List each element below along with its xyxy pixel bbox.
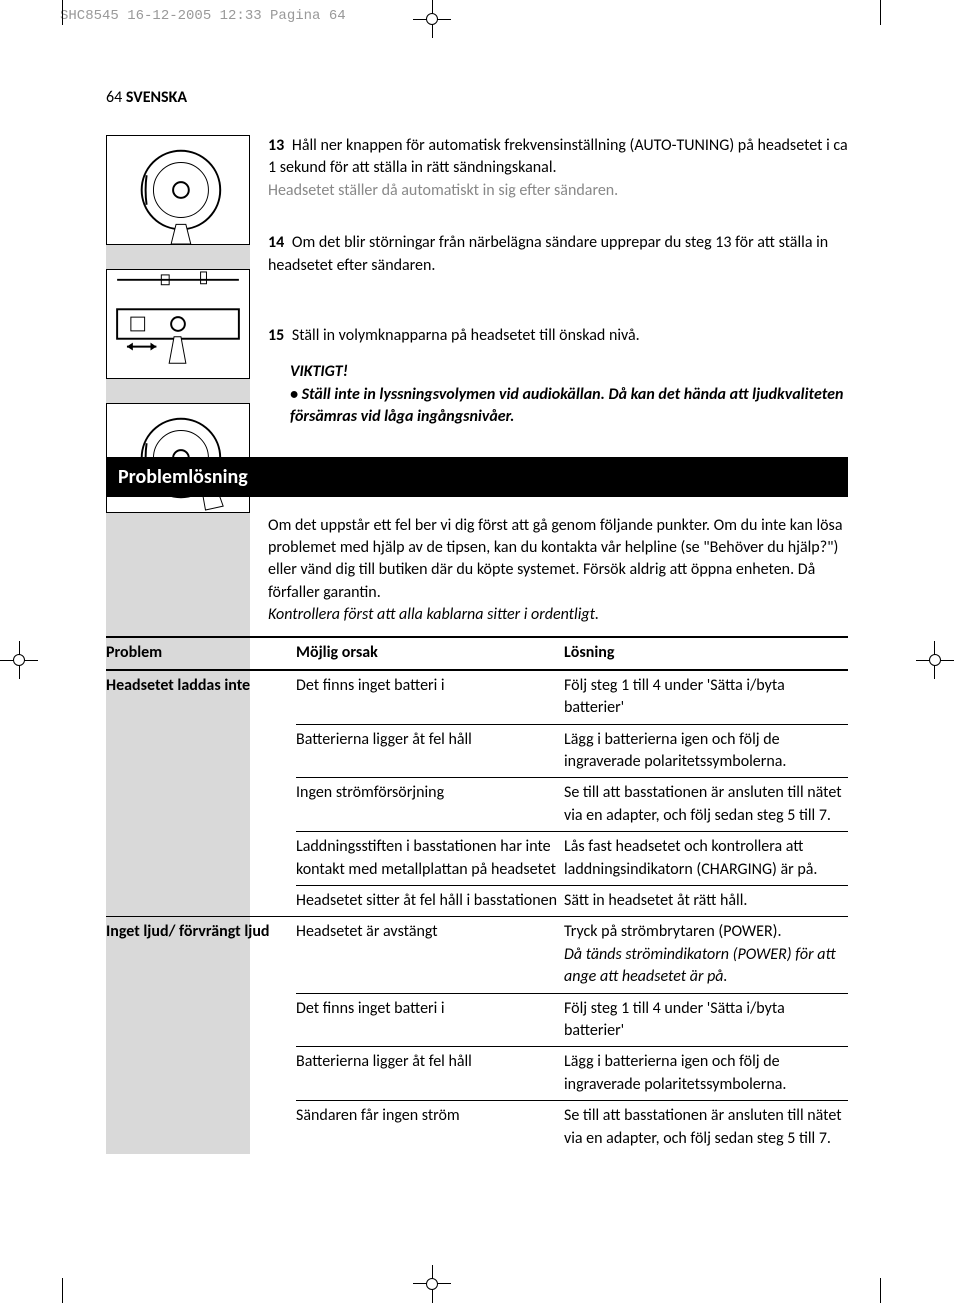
cause-cell: Det finns inget batteri i — [296, 993, 564, 1047]
step-13: 13 Håll ner knappen för automatisk frekv… — [268, 135, 848, 202]
important-label: VIKTIGT! — [290, 361, 848, 383]
solution-cell: Sätt in headsetet åt rätt håll. — [564, 885, 848, 916]
cause-cell: Det finns inget batteri i — [296, 671, 564, 724]
header-problem: Problem — [106, 638, 296, 668]
problem-cell: Headsetet laddas inte — [106, 671, 296, 724]
header-cause: Möjlig orsak — [296, 638, 564, 668]
solution-cell: Lås fast headsetet och kontrollera att l… — [564, 831, 848, 885]
cause-cell: Headsetet sitter åt fel håll i basstatio… — [296, 885, 564, 916]
table-row: Headsetet sitter åt fel håll i basstatio… — [106, 885, 848, 916]
page-body: 64 SVENSKA — [0, 0, 954, 1303]
important-text: • Ställ inte in lyssningsvolymen vid aud… — [290, 384, 848, 429]
main-column: 13 Håll ner knappen för automatisk frekv… — [268, 135, 848, 1154]
step-text: Om det blir störningar från närbelägna s… — [268, 233, 828, 274]
table-row: Laddningsstiften i basstationen har inte… — [106, 831, 848, 885]
step-14: 14 Om det blir störningar från närbelägn… — [268, 232, 848, 277]
step-text: Håll ner knappen för automatisk frekvens… — [268, 136, 848, 177]
cause-cell: Ingen strömförsörjning — [296, 777, 564, 831]
step-text: Ställ in volymknapparna på headsetet til… — [292, 326, 640, 345]
header-solution: Lösning — [564, 638, 848, 668]
cause-cell: Laddningsstiften i basstationen har inte… — [296, 831, 564, 885]
cause-cell: Headsetet är avstängt — [296, 917, 564, 992]
page-header: 64 SVENSKA — [106, 88, 848, 107]
page-number: 64 — [106, 88, 122, 107]
table-header-row: Problem Möjlig orsak Lösning — [106, 636, 848, 670]
table-row: Inget ljud/ förvrängt ljud Headsetet är … — [106, 916, 848, 992]
problem-cell: Inget ljud/ förvrängt ljud — [106, 917, 296, 992]
intro-text: Om det uppstår ett fel ber vi dig först … — [268, 516, 842, 602]
illustration-base-station — [106, 269, 250, 379]
step-15: 15 Ställ in volymknapparna på headsetet … — [268, 325, 848, 429]
solution-cell: Följ steg 1 till 4 under 'Sätta i/byta b… — [564, 993, 848, 1047]
cause-cell: Sändaren får ingen ström — [296, 1100, 564, 1154]
step-number: 13 — [268, 136, 284, 155]
cause-cell: Batterierna ligger åt fel håll — [296, 1046, 564, 1100]
table-row: Headsetet laddas inte Det finns inget ba… — [106, 671, 848, 724]
step-number: 14 — [268, 233, 284, 252]
solution-cell: Lägg i batterierna igen och följ de ingr… — [564, 1046, 848, 1100]
table-row: Det finns inget batteri i Följ steg 1 ti… — [106, 993, 848, 1047]
step-note: Headsetet ställer då automatiskt in sig … — [268, 181, 618, 200]
section-title-bar: Problemlösning — [106, 457, 848, 497]
solution-cell: Se till att basstationen är ansluten til… — [564, 777, 848, 831]
cause-cell: Batterierna ligger åt fel håll — [296, 724, 564, 778]
intro-italic: Kontrollera först att alla kablarna sitt… — [268, 605, 599, 624]
solution-cell: Lägg i batterierna igen och följ de ingr… — [564, 724, 848, 778]
intro-paragraph: Om det uppstår ett fel ber vi dig först … — [268, 515, 848, 627]
language-heading: SVENSKA — [126, 88, 187, 107]
step-number: 15 — [268, 326, 284, 345]
table-row: Sändaren får ingen ström Se till att bas… — [106, 1100, 848, 1154]
troubleshooting-table: Problem Möjlig orsak Lösning Headsetet l… — [106, 636, 848, 1153]
table-row: Ingen strömförsörjning Se till att basst… — [106, 777, 848, 831]
table-row: Batterierna ligger åt fel håll Lägg i ba… — [106, 724, 848, 778]
solution-cell: Tryck på strömbrytaren (POWER). Då tänds… — [564, 917, 848, 992]
illustration-auto-tuning — [106, 135, 250, 245]
solution-cell: Följ steg 1 till 4 under 'Sätta i/byta b… — [564, 671, 848, 724]
solution-cell: Se till att basstationen är ansluten til… — [564, 1100, 848, 1154]
table-row: Batterierna ligger åt fel håll Lägg i ba… — [106, 1046, 848, 1100]
